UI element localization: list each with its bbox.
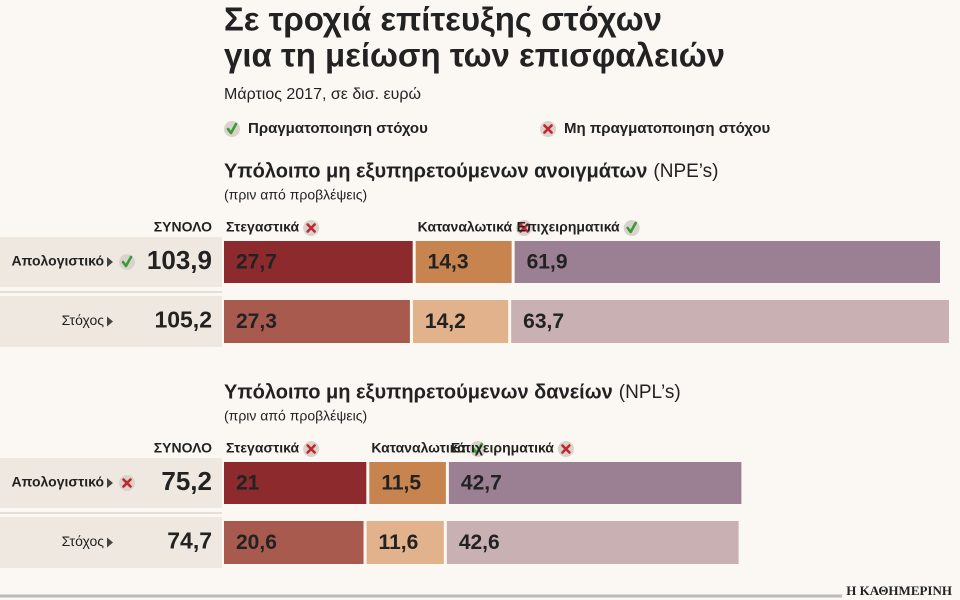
footer: Η ΚΑΘΗΜΕΡΙΝΗ: [846, 583, 952, 598]
total-heading: ΣΥΝΟΛΟ: [154, 219, 212, 235]
category-label: Απολογιστικό: [12, 474, 104, 490]
status-icon-missed: [540, 121, 556, 137]
bar-segment: [514, 241, 940, 283]
status-icon-missed: [303, 441, 320, 457]
pointer: [107, 537, 113, 548]
value-label: 42,6: [459, 531, 500, 554]
status-icon-missed: [557, 441, 574, 457]
icon-glyph: [543, 124, 553, 134]
pointer: [107, 316, 113, 327]
series-name: Στεγαστικά: [226, 219, 300, 235]
subtitle: Μάρτιος 2017, σε δισ. ευρώ: [224, 86, 421, 103]
value-label: 20,6: [236, 531, 277, 554]
series-name: Καταναλωτικά: [418, 219, 513, 235]
status-icon-missed: [516, 220, 533, 236]
icon-glyph: [519, 223, 529, 233]
bar-segment: [446, 521, 739, 564]
category-label: Στόχος: [62, 312, 105, 328]
series-name: Επιχειρηματικά: [451, 440, 554, 456]
chart-subtitle: (πριν από προβλέψεις): [224, 408, 367, 424]
bar-segment: [412, 300, 509, 343]
icon-glyph: [122, 478, 132, 488]
icon-glyph: [121, 255, 133, 268]
row-total: 105,2: [154, 307, 212, 333]
row-total: 74,7: [167, 528, 212, 554]
status-icon-met: [224, 121, 240, 137]
row-total: 75,2: [161, 466, 212, 496]
icon-glyph: [472, 442, 484, 455]
legend-label: Μη πραγματοποιηση στόχου: [564, 120, 771, 137]
series-name: Επιχειρηματικά: [517, 219, 620, 235]
bar-segment: [224, 462, 367, 504]
chart-title: Υπόλοιπο μη εξυπηρετούμενων δανείων: [224, 381, 613, 403]
icon-glyph: [306, 223, 316, 233]
value-label: 27,3: [236, 310, 277, 333]
value-label: 61,9: [527, 251, 568, 274]
status-icon-missed: [303, 220, 320, 236]
value-label: 14,2: [425, 310, 466, 333]
total-heading: ΣΥΝΟΛΟ: [154, 440, 212, 456]
chart-title-note: (NPE’s): [653, 161, 718, 182]
bar-segment: [224, 521, 364, 564]
chart-subtitle: (πριν από προβλέψεις): [224, 187, 367, 203]
pointer: [107, 257, 113, 267]
value-label: 63,7: [523, 310, 564, 333]
series-name: Στεγαστικά: [226, 440, 300, 456]
legend-label: Πραγματοποιηση στόχου: [248, 120, 428, 137]
series-name: Καταναλωτικά: [371, 440, 466, 456]
bar-segment: [511, 300, 949, 343]
value-label: 27,7: [236, 251, 277, 274]
category-label: Στόχος: [62, 533, 105, 549]
value-label: 14,3: [428, 251, 469, 274]
bar-segment: [366, 521, 444, 564]
status-icon-met: [623, 220, 640, 236]
value-label: 21: [236, 472, 260, 495]
icon-glyph: [226, 122, 238, 135]
status-icon-met: [469, 441, 486, 457]
bar-segment: [415, 241, 512, 283]
pointer: [107, 478, 113, 488]
value-label: 11,6: [379, 531, 419, 554]
chart-title-note: (NPL’s): [619, 382, 681, 403]
bar-segment: [448, 462, 742, 504]
icon-glyph: [306, 444, 316, 454]
status-icon-met: [119, 254, 135, 270]
bar-segment: [369, 462, 446, 504]
category-label: Απολογιστικό: [12, 253, 104, 269]
title-line: Σε τροχιά επίτευξης στόχων: [224, 1, 662, 38]
row-total: 103,9: [147, 245, 212, 275]
icon-glyph: [561, 444, 571, 454]
bar-segment: [224, 300, 410, 343]
chart-title: Υπόλοιπο μη εξυπηρετούμενων ανοιγμάτων: [224, 160, 647, 182]
icon-glyph: [626, 221, 637, 234]
title-line: για τη μείωση των επισφαλειών: [224, 37, 725, 74]
status-icon-missed: [119, 475, 135, 491]
value-label: 11,5: [381, 472, 421, 495]
value-label: 42,7: [461, 472, 502, 495]
bar-segment: [224, 241, 413, 283]
